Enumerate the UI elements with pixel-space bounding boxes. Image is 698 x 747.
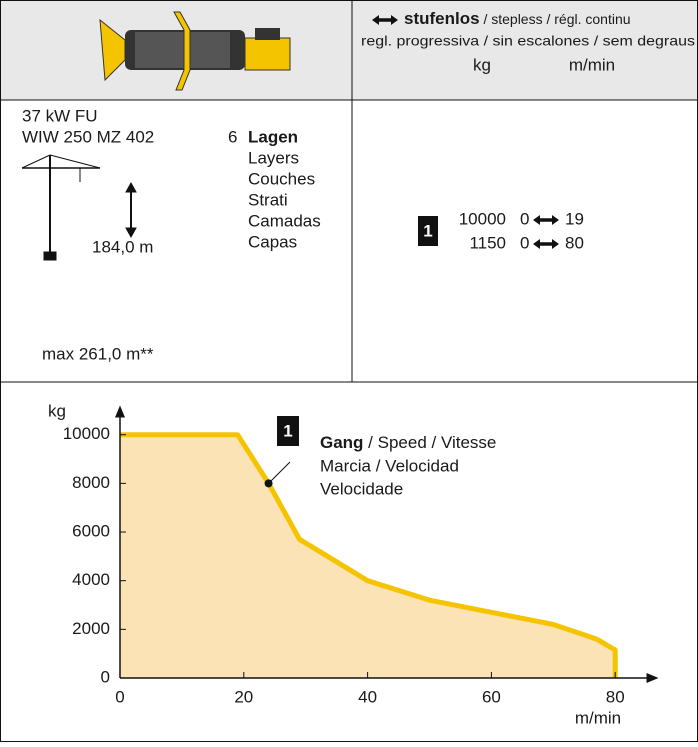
gear-speed-min: 0 [520,233,529,252]
layer: Couches [248,169,315,188]
winch: WIW 250 MZ 402 [22,127,154,146]
gear-speed-min: 0 [520,209,529,228]
unit-load: kg [473,55,491,74]
power: 37 kW FU [22,106,98,125]
layer: Camadas [248,211,321,230]
unit-speed: m/min [569,55,615,74]
height: 184,0 m [92,237,153,256]
annotation-line2: Marcia / Velocidad [320,456,459,475]
double-arrow [533,215,559,225]
layer: Capas [248,232,297,251]
annotation-leader [269,462,290,483]
annotation-text: Gang / Speed / Vitesse [320,433,496,452]
y-tick-label: 0 [101,667,110,686]
mode-rest: / stepless / régl. continu [480,11,631,27]
mode-line2: regl. progressiva / sin escalones / sem … [361,33,695,49]
x-axis-label: m/min [575,708,621,727]
y-tick-label: 2000 [72,619,110,638]
layer: Lagen [248,127,298,146]
mode-title: stufenlos / stepless / régl. continu [404,9,631,28]
datasheet: stufenlos / stepless / régl. continu reg… [0,0,698,742]
y-tick-label: 10000 [63,424,110,443]
mode: stufenlos [404,9,480,28]
y-tick-label: 8000 [72,473,110,492]
x-arrow [647,673,659,683]
annotation-line3: Velocidade [320,479,403,498]
x-tick-label: 20 [234,687,253,706]
y-tick-label: 4000 [72,570,110,589]
gear-load: 10000 [459,209,506,228]
x-tick-label: 60 [482,687,501,706]
gear-load: 1150 [469,233,506,252]
annotation-dot [265,479,273,487]
annotation-rest: / Speed / Vitesse [363,433,496,452]
x-tick-label: 80 [606,687,625,706]
gear-speed-max: 80 [565,233,584,252]
annotation-bold: Gang [320,433,363,452]
layer-count: 6 [228,127,237,146]
annotation-badge-text: 1 [283,421,292,440]
x-tick-label: 0 [115,687,124,706]
max-height: max 261,0 m** [42,344,154,363]
layer: Strati [248,190,288,209]
x-tick-label: 40 [358,687,377,706]
y-arrow [115,406,125,418]
layer: Layers [248,148,299,167]
y-tick-label: 6000 [72,522,110,541]
gear-speed-max: 19 [565,209,584,228]
gear-badge-text: 1 [423,221,432,240]
y-axis-label: kg [48,401,66,420]
double-arrow [533,239,559,249]
